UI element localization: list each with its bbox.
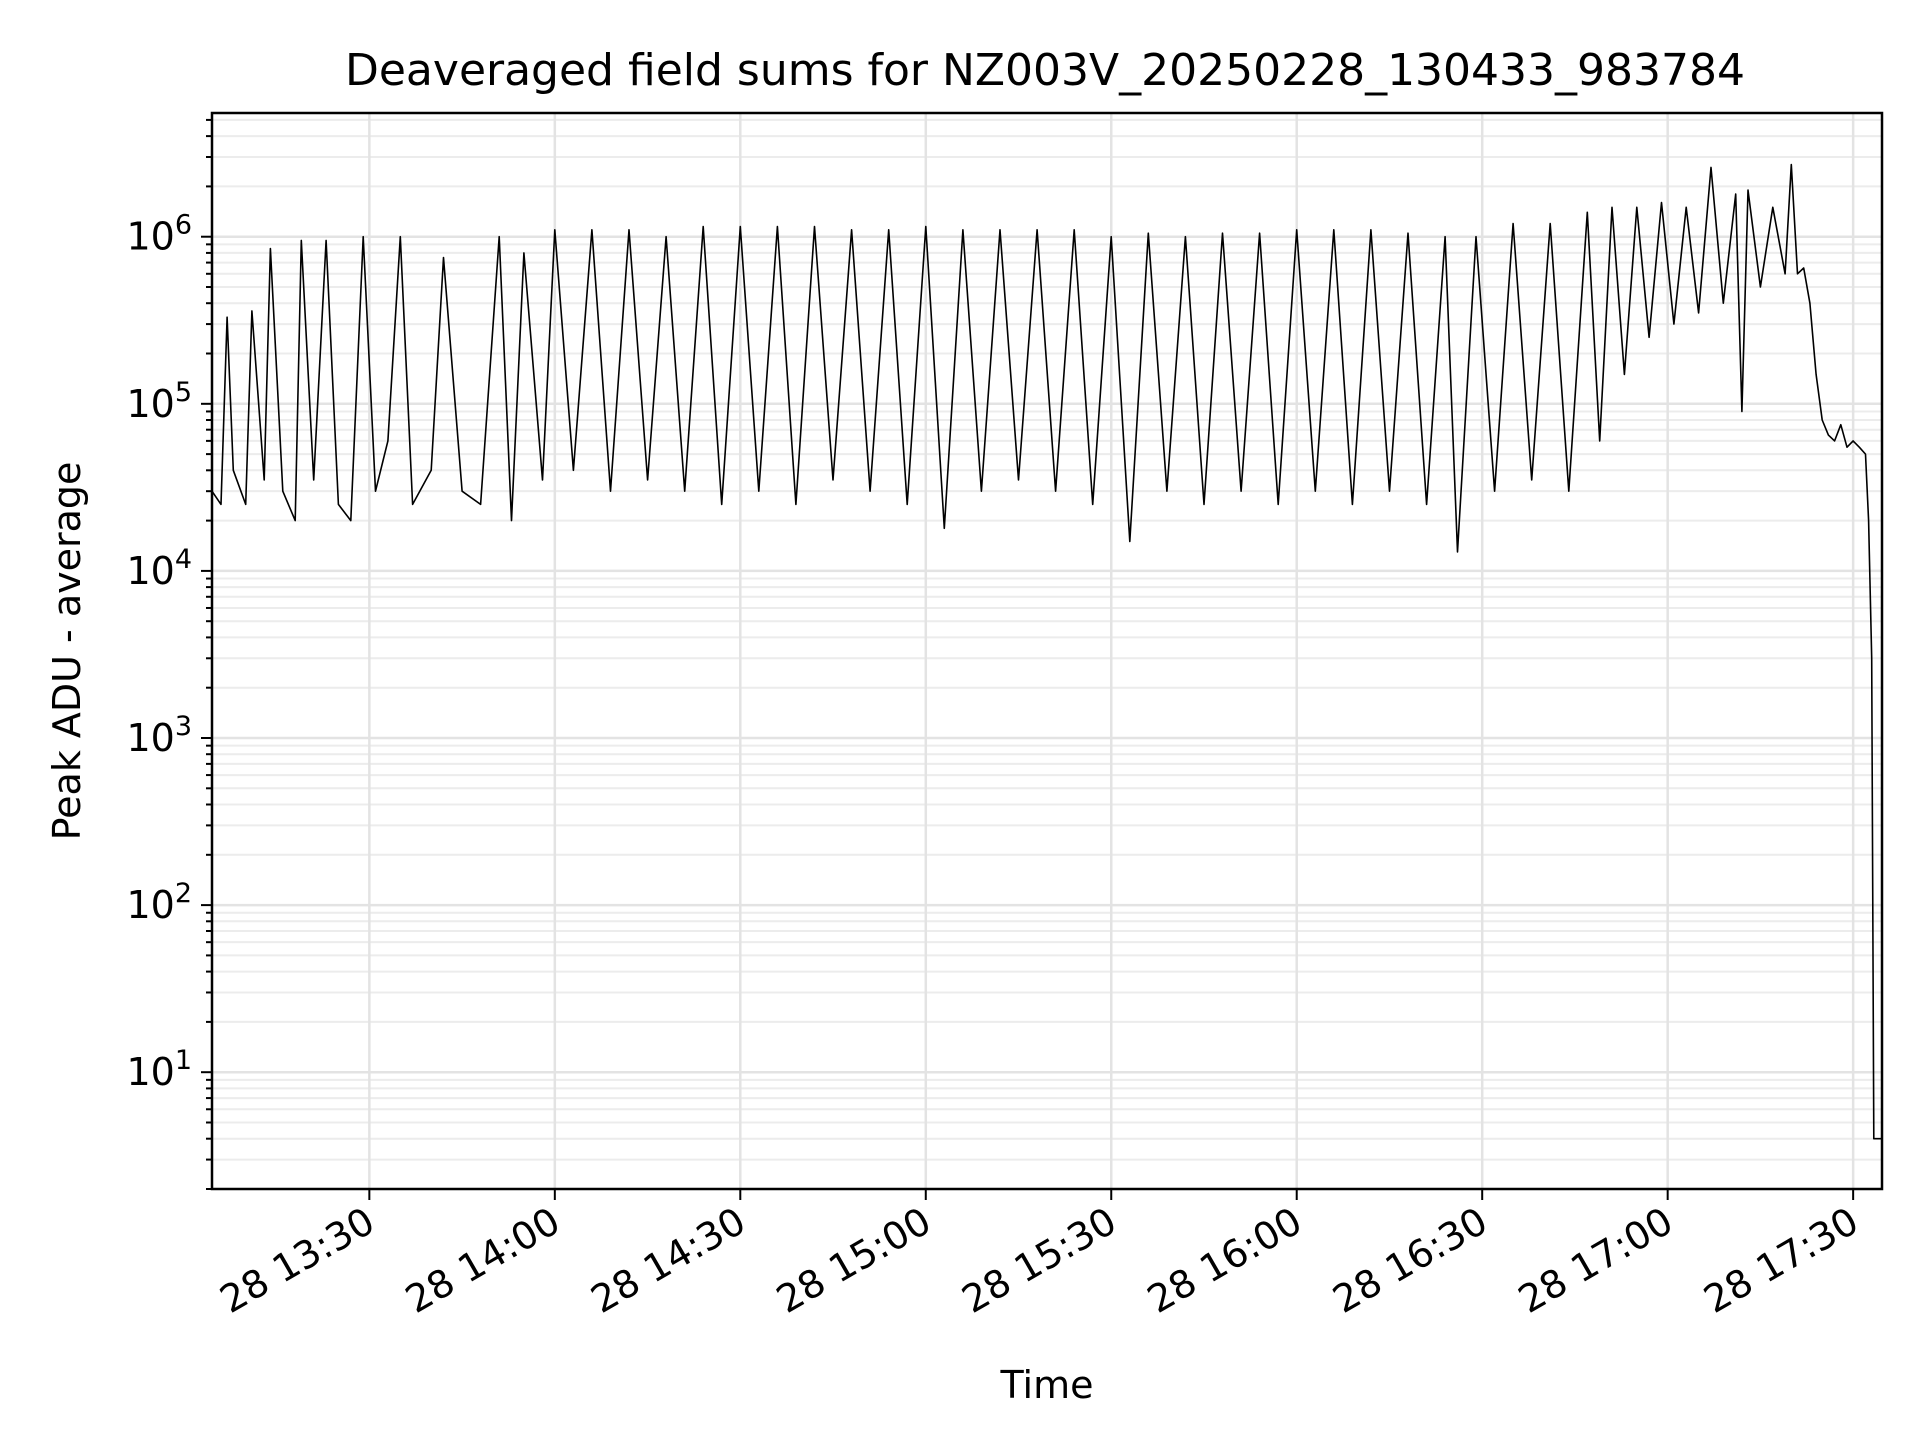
plot-frame: [210, 111, 1884, 1191]
y-tick-label: 103: [126, 711, 192, 760]
y-tick-label: 101: [126, 1045, 192, 1094]
y-tick-label: 102: [126, 878, 192, 927]
y-tick-label: 106: [126, 210, 192, 259]
series-line: [211, 163, 1882, 1140]
x-axis-label: Time: [1000, 1363, 1094, 1407]
y-tick-label: 105: [126, 377, 192, 426]
chart-title: Deaveraged field sums for NZ003V_2025022…: [345, 45, 1745, 96]
grid: [212, 113, 1882, 1190]
y-axis: 101 102 103 104 105 106: [126, 118, 212, 1190]
y-tick-label: 104: [126, 544, 192, 593]
series-layer: [211, 163, 1882, 1140]
y-axis-label: Peak ADU - average: [45, 462, 89, 841]
